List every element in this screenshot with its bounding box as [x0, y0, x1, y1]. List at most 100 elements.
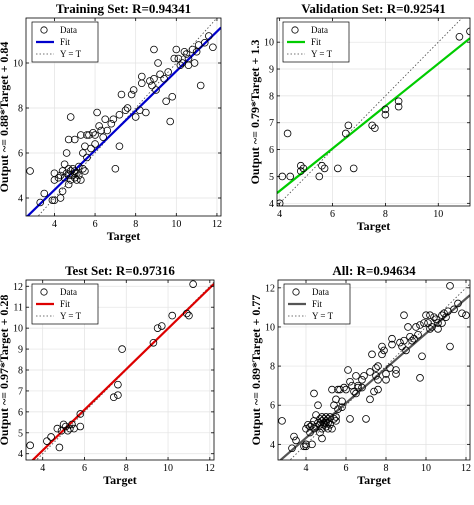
data-point — [426, 325, 434, 333]
x-tick-label: 4 — [40, 463, 45, 474]
data-point — [36, 198, 45, 207]
data-point — [396, 338, 404, 347]
data-point — [300, 442, 308, 451]
data-point — [366, 395, 374, 404]
y-tick-label: 10 — [13, 324, 23, 335]
legend: Data Fit Y = T — [283, 283, 351, 325]
data-point — [318, 434, 326, 443]
data-point — [75, 162, 83, 171]
data-point — [72, 176, 81, 184]
data-point — [328, 424, 336, 433]
data-point — [455, 32, 464, 41]
x-tick-label: 12 — [205, 463, 215, 474]
y-axis-label: Output ~= 0.89*Target + 0.77 — [249, 295, 263, 446]
data-point — [440, 309, 448, 318]
data-point — [344, 366, 352, 374]
data-point — [394, 102, 403, 111]
data-point — [394, 97, 403, 106]
chart-title: Test Set: R=0.97316 — [65, 263, 175, 278]
subplot-4: 4 6 8 10 12 4 6 8 10 12 All: R=0.94634 Target Output… — [249, 263, 471, 487]
data-point — [354, 383, 362, 392]
data-point — [93, 108, 101, 117]
data-point — [334, 405, 342, 413]
data-point — [306, 428, 314, 437]
data-point — [123, 104, 132, 112]
data-point — [114, 391, 122, 399]
data-point — [176, 61, 185, 70]
data-point — [438, 311, 446, 320]
y-tick-label: 10 — [265, 322, 275, 333]
data-point — [462, 311, 470, 320]
data-point — [418, 352, 426, 361]
data-point — [332, 417, 340, 425]
data-point — [53, 424, 62, 433]
chart-title: All: R=0.94634 — [332, 263, 416, 278]
y-tick-label: 8 — [18, 104, 23, 115]
data-point — [166, 117, 175, 126]
data-point — [432, 315, 440, 323]
data-point — [402, 346, 410, 355]
x-axis-label: Target — [107, 229, 141, 243]
data-point — [340, 383, 348, 392]
data-point — [318, 161, 326, 170]
chart-title: Validation Set: R=0.92541 — [301, 1, 446, 16]
y-tick-label: 6 — [18, 407, 23, 418]
data-point — [454, 299, 462, 308]
data-point — [326, 413, 334, 421]
data-point — [392, 370, 400, 378]
data-point — [326, 420, 334, 429]
data-point — [200, 38, 209, 47]
subplot-2: 4 6 8 10 4 5 6 7 8 9 10 Validation Set: R=0.92541 Ta… — [248, 1, 471, 233]
legend-label-data: Data — [60, 25, 77, 35]
data-point — [63, 426, 72, 435]
data-point — [446, 342, 454, 351]
data-point — [142, 108, 150, 117]
data-point — [162, 97, 170, 106]
data-point — [77, 131, 85, 139]
data-point — [154, 59, 162, 67]
data-point — [362, 415, 370, 423]
data-point — [87, 144, 95, 153]
data-point — [336, 385, 344, 394]
subplot-3: 4 6 8 10 12 4 5 6 7 8 9 10 11 12 Test Set: R=0.97316 Ta… — [0, 263, 215, 487]
data-point — [118, 345, 126, 353]
data-point — [170, 54, 179, 63]
data-point — [412, 323, 420, 331]
data-point — [150, 74, 158, 83]
data-point — [68, 420, 76, 429]
data-point — [341, 129, 350, 138]
data-point — [358, 383, 366, 392]
data-point — [342, 385, 350, 394]
data-point — [302, 442, 310, 451]
data-point — [332, 413, 340, 421]
y-tick-label: 4 — [18, 449, 23, 460]
data-point — [209, 43, 217, 52]
x-axis-label: Target — [103, 473, 137, 487]
data-point — [184, 54, 193, 63]
data-point — [346, 415, 354, 423]
data-point — [26, 167, 34, 175]
data-point — [354, 381, 362, 390]
data-point — [189, 280, 197, 288]
data-point — [129, 86, 138, 94]
data-point — [404, 323, 412, 331]
fit-line — [31, 283, 214, 460]
data-point — [352, 372, 360, 380]
x-tick-label: 6 — [344, 463, 349, 474]
data-point — [374, 375, 382, 384]
data-point — [388, 340, 396, 349]
data-point — [97, 126, 105, 135]
data-point — [328, 385, 336, 394]
data-point — [302, 440, 310, 449]
data-point — [148, 81, 156, 90]
legend-marker-data — [40, 288, 48, 296]
data-point — [85, 131, 93, 139]
data-point — [160, 74, 168, 83]
x-tick-label: 10 — [421, 463, 431, 474]
y-tick-label: 6 — [269, 145, 274, 156]
data-point — [288, 444, 296, 453]
data-point — [426, 311, 434, 320]
data-point — [360, 372, 368, 380]
data-point — [40, 189, 49, 198]
data-point — [79, 149, 87, 157]
